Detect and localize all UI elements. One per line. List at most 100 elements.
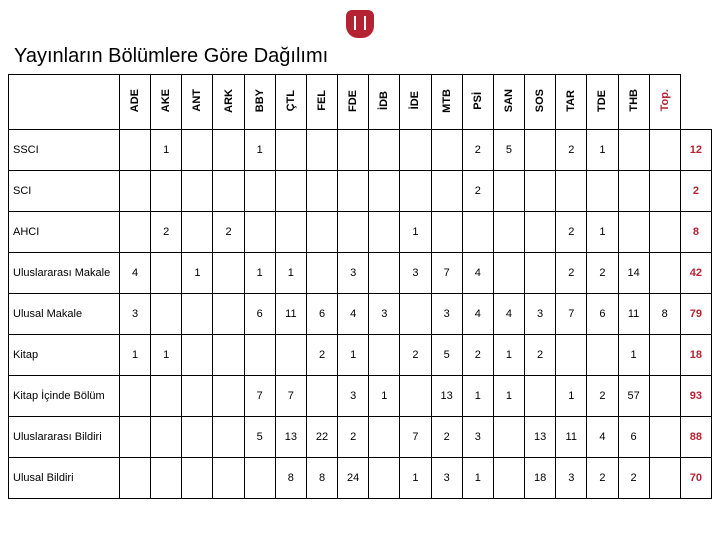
table-cell: 3 — [525, 294, 556, 335]
table-cell: 2 — [525, 335, 556, 376]
table-cell: 1 — [400, 212, 431, 253]
column-header-label: ARK — [223, 89, 235, 113]
table-cell: 1 — [275, 253, 306, 294]
table-cell: 18 — [525, 458, 556, 499]
column-header: SOS — [525, 75, 556, 130]
table-cell — [306, 171, 337, 212]
table-cell — [431, 212, 462, 253]
table-cell — [182, 212, 213, 253]
table-cell — [431, 130, 462, 171]
table-cell: 3 — [120, 294, 151, 335]
table-cell: 1 — [244, 130, 275, 171]
table-cell — [525, 130, 556, 171]
column-header: SAN — [493, 75, 524, 130]
table-cell: 4 — [462, 294, 493, 335]
table-cell — [182, 376, 213, 417]
table-cell — [213, 130, 244, 171]
table-cell — [182, 294, 213, 335]
table-cell: 5 — [493, 130, 524, 171]
table-cell — [151, 253, 182, 294]
table-cell: 3 — [338, 376, 369, 417]
table-cell — [213, 171, 244, 212]
row-label: Kitap — [9, 335, 120, 376]
page-title: Yayınların Bölümlere Göre Dağılımı — [8, 45, 712, 68]
column-header: ÇTL — [275, 75, 306, 130]
table-cell: 3 — [431, 294, 462, 335]
table-cell — [213, 458, 244, 499]
table-cell: 3 — [556, 458, 587, 499]
row-total: 93 — [680, 376, 711, 417]
table-cell — [213, 376, 244, 417]
table-cell: 1 — [151, 130, 182, 171]
table-cell — [120, 130, 151, 171]
table-cell — [338, 171, 369, 212]
table-row: Ulusal Bildiri88241311832270 — [9, 458, 712, 499]
table-cell: 1 — [244, 253, 275, 294]
table-cell: 1 — [462, 458, 493, 499]
column-header-label: TAR — [565, 90, 577, 112]
table-cell — [649, 130, 680, 171]
table-cell — [587, 335, 618, 376]
table-cell: 3 — [400, 253, 431, 294]
table-cell: 1 — [493, 335, 524, 376]
table-cell: 6 — [587, 294, 618, 335]
table-cell: 11 — [618, 294, 649, 335]
table-cell: 24 — [338, 458, 369, 499]
table-cell — [618, 171, 649, 212]
row-total: 18 — [680, 335, 711, 376]
header-corner — [9, 75, 120, 130]
table-cell: 3 — [431, 458, 462, 499]
table-row: Uluslararası Bildiri51322272313114688 — [9, 417, 712, 458]
table-cell — [213, 335, 244, 376]
table-cell: 1 — [462, 376, 493, 417]
row-label: AHCI — [9, 212, 120, 253]
table-cell — [213, 417, 244, 458]
row-label: Uluslararası Makale — [9, 253, 120, 294]
table-row: SSCI11252112 — [9, 130, 712, 171]
table-cell — [556, 171, 587, 212]
table-cell — [120, 212, 151, 253]
table-cell — [587, 171, 618, 212]
table-cell — [369, 335, 400, 376]
table-cell: 11 — [556, 417, 587, 458]
table-cell: 3 — [338, 253, 369, 294]
table-cell: 1 — [587, 212, 618, 253]
table-cell: 7 — [244, 376, 275, 417]
table-cell — [493, 171, 524, 212]
table-cell — [182, 417, 213, 458]
table-cell: 1 — [182, 253, 213, 294]
table-cell — [431, 171, 462, 212]
table-cell: 8 — [275, 458, 306, 499]
table-cell: 2 — [400, 335, 431, 376]
table-cell — [462, 212, 493, 253]
table-cell: 4 — [493, 294, 524, 335]
table-cell: 11 — [275, 294, 306, 335]
table-cell — [182, 130, 213, 171]
row-total: 2 — [680, 171, 711, 212]
column-header: THB — [618, 75, 649, 130]
table-cell — [213, 294, 244, 335]
table-cell — [244, 335, 275, 376]
table-cell — [151, 458, 182, 499]
table-cell — [120, 458, 151, 499]
row-label: SCI — [9, 171, 120, 212]
column-header: İDB — [369, 75, 400, 130]
row-total: 8 — [680, 212, 711, 253]
row-total: 79 — [680, 294, 711, 335]
table-cell — [649, 458, 680, 499]
table-cell — [369, 171, 400, 212]
table-cell — [400, 294, 431, 335]
table-cell — [182, 458, 213, 499]
table-cell: 2 — [213, 212, 244, 253]
table-cell: 7 — [431, 253, 462, 294]
table-cell — [369, 130, 400, 171]
table-cell: 4 — [120, 253, 151, 294]
logo-container — [8, 10, 712, 43]
row-label: Ulusal Makale — [9, 294, 120, 335]
table-cell — [151, 171, 182, 212]
table-cell: 7 — [556, 294, 587, 335]
column-header-label: FEL — [316, 90, 328, 111]
column-header-label: BBY — [254, 89, 266, 112]
table-cell — [275, 130, 306, 171]
row-label: Kitap İçinde Bölüm — [9, 376, 120, 417]
